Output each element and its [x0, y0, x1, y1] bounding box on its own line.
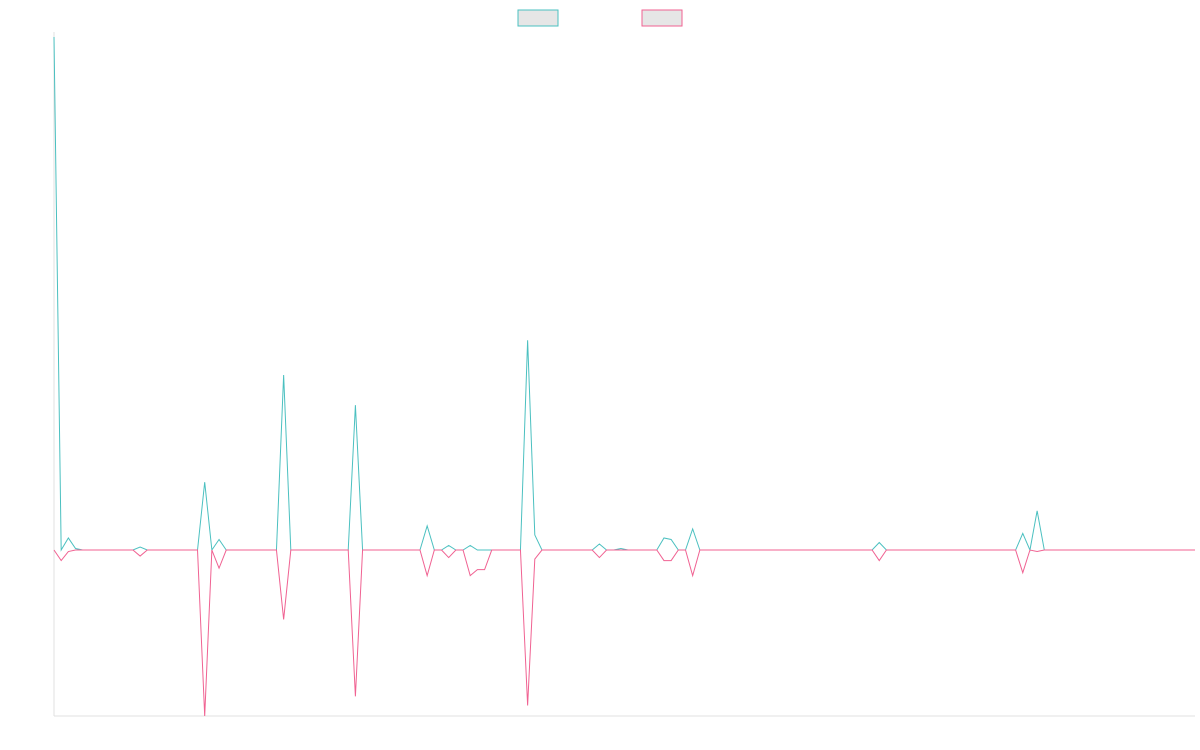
legend — [517, 9, 683, 27]
legend-swatch-1 — [517, 9, 559, 27]
axes — [53, 32, 1195, 717]
legend-item-2[interactable] — [641, 9, 683, 27]
series-line-1 — [53, 36, 1195, 552]
legend-swatch-2 — [641, 9, 683, 27]
series-layer — [53, 36, 1195, 717]
legend-item-1[interactable] — [517, 9, 559, 27]
series-line-2 — [53, 549, 1195, 717]
